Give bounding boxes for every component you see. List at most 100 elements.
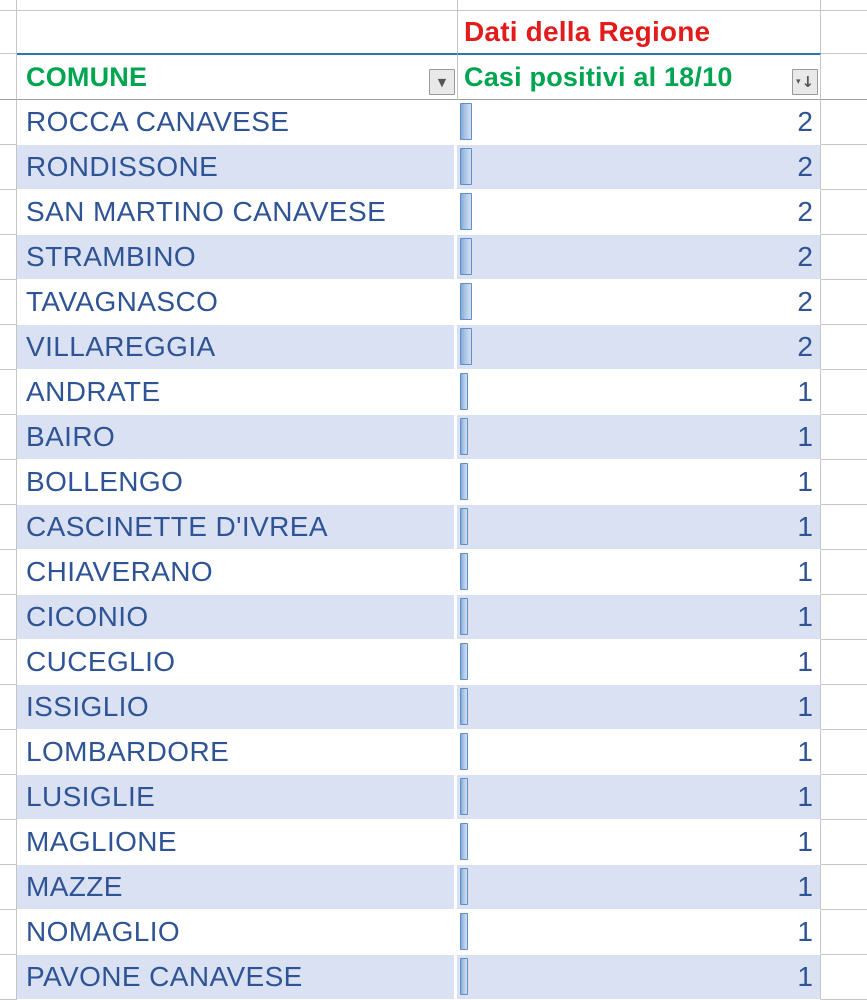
comune-cell[interactable]: NOMAGLIO [17,910,457,955]
comune-cell[interactable]: MAZZE [17,865,457,910]
comune-name: CHIAVERANO [26,556,214,587]
region-title: Dati della Regione [464,16,711,47]
comune-cell[interactable]: ISSIGLIO [17,685,457,730]
cases-cell[interactable]: 1 [457,460,821,505]
chevron-down-icon: ▼ [437,75,447,89]
data-bar [460,238,472,275]
cases-cell[interactable]: 1 [457,550,821,595]
cases-cell[interactable]: 1 [457,640,821,685]
table-row: ISSIGLIO 1 [0,685,867,730]
cases-cell[interactable]: 2 [457,325,821,370]
cases-cell[interactable]: 2 [457,100,821,145]
filter-dropdown-button[interactable]: ▼ [429,69,455,95]
comune-cell[interactable]: VILLAREGGIA [17,325,457,370]
table-row: TAVAGNASCO 2 [0,280,867,325]
data-bar [460,418,468,455]
comune-cell[interactable]: CICONIO [17,595,457,640]
spare-cell [0,955,17,1000]
comune-cell[interactable]: PAVONE CANAVESE [17,955,457,1000]
empty-top-row [0,0,867,11]
table-row: SAN MARTINO CANAVESE 2 [0,190,867,235]
comune-name: TAVAGNASCO [26,286,219,317]
cases-cell[interactable]: 2 [457,190,821,235]
data-bar [460,508,468,545]
cases-value: 1 [797,736,813,767]
comune-cell[interactable]: CUCEGLIO [17,640,457,685]
spare-cell [821,775,867,820]
comune-cell[interactable]: STRAMBINO [17,235,457,280]
table-row: MAZZE 1 [0,865,867,910]
spare-cell [821,325,867,370]
cases-value: 1 [797,826,813,857]
spare-cell [0,0,17,11]
cases-cell[interactable]: 2 [457,145,821,190]
cases-cell[interactable]: 1 [457,865,821,910]
comune-cell[interactable]: ROCCA CANAVESE [17,100,457,145]
data-bar [460,778,468,815]
comune-cell[interactable]: TAVAGNASCO [17,280,457,325]
comune-cell[interactable]: MAGLIONE [17,820,457,865]
spare-cell [821,280,867,325]
spare-cell [0,280,17,325]
spare-cell [0,460,17,505]
cases-cell[interactable]: 1 [457,595,821,640]
comune-header-cell[interactable]: COMUNE ▼ [17,53,457,100]
data-bar [460,283,472,320]
data-bar [460,103,472,140]
comune-cell[interactable]: CHIAVERANO [17,550,457,595]
comune-cell[interactable]: BAIRO [17,415,457,460]
data-bar [460,463,468,500]
cases-header-label: Casi positivi al 18/10 [464,61,733,92]
cases-value: 1 [797,421,813,452]
spare-cell [0,325,17,370]
cases-cell[interactable]: 1 [457,910,821,955]
sort-filter-button[interactable]: ▾ ↓ [792,69,818,95]
spare-cell [821,910,867,955]
region-title-cell[interactable]: Dati della Regione [457,11,821,53]
empty-cell[interactable] [457,0,821,11]
comune-cell[interactable]: LUSIGLIE [17,775,457,820]
cases-cell[interactable]: 1 [457,685,821,730]
spare-cell [821,415,867,460]
data-bar [460,688,468,725]
comune-name: VILLAREGGIA [26,331,216,362]
spare-cell [821,955,867,1000]
spare-cell [821,550,867,595]
comune-name: BOLLENGO [26,466,184,497]
spare-cell [821,11,867,53]
comune-cell[interactable]: LOMBARDORE [17,730,457,775]
table-row: NOMAGLIO 1 [0,910,867,955]
comune-cell[interactable]: BOLLENGO [17,460,457,505]
comune-name: LOMBARDORE [26,736,230,767]
cases-cell[interactable]: 1 [457,730,821,775]
comune-cell[interactable]: ANDRATE [17,370,457,415]
comune-header-label: COMUNE [26,61,148,92]
cases-value: 1 [797,601,813,632]
empty-cell[interactable] [17,11,457,53]
spare-cell [0,820,17,865]
cases-cell[interactable]: 2 [457,280,821,325]
cases-value: 1 [797,871,813,902]
cases-cell[interactable]: 1 [457,820,821,865]
cases-header-cell[interactable]: Casi positivi al 18/10 ▾ ↓ [457,53,821,100]
comune-cell[interactable]: RONDISSONE [17,145,457,190]
comune-cell[interactable]: SAN MARTINO CANAVESE [17,190,457,235]
cases-cell[interactable]: 1 [457,955,821,1000]
table-row: LUSIGLIE 1 [0,775,867,820]
data-bar [460,148,472,185]
cases-value: 2 [797,196,813,227]
comune-cell[interactable]: CASCINETTE D'IVREA [17,505,457,550]
spare-cell [821,640,867,685]
cases-value: 1 [797,466,813,497]
data-bar [460,733,468,770]
cases-cell[interactable]: 1 [457,775,821,820]
data-bar [460,553,468,590]
spare-cell [0,910,17,955]
empty-cell[interactable] [17,0,457,11]
cases-cell[interactable]: 1 [457,370,821,415]
table-row: STRAMBINO 2 [0,235,867,280]
spare-cell [821,865,867,910]
cases-cell[interactable]: 2 [457,235,821,280]
cases-cell[interactable]: 1 [457,505,821,550]
cases-cell[interactable]: 1 [457,415,821,460]
